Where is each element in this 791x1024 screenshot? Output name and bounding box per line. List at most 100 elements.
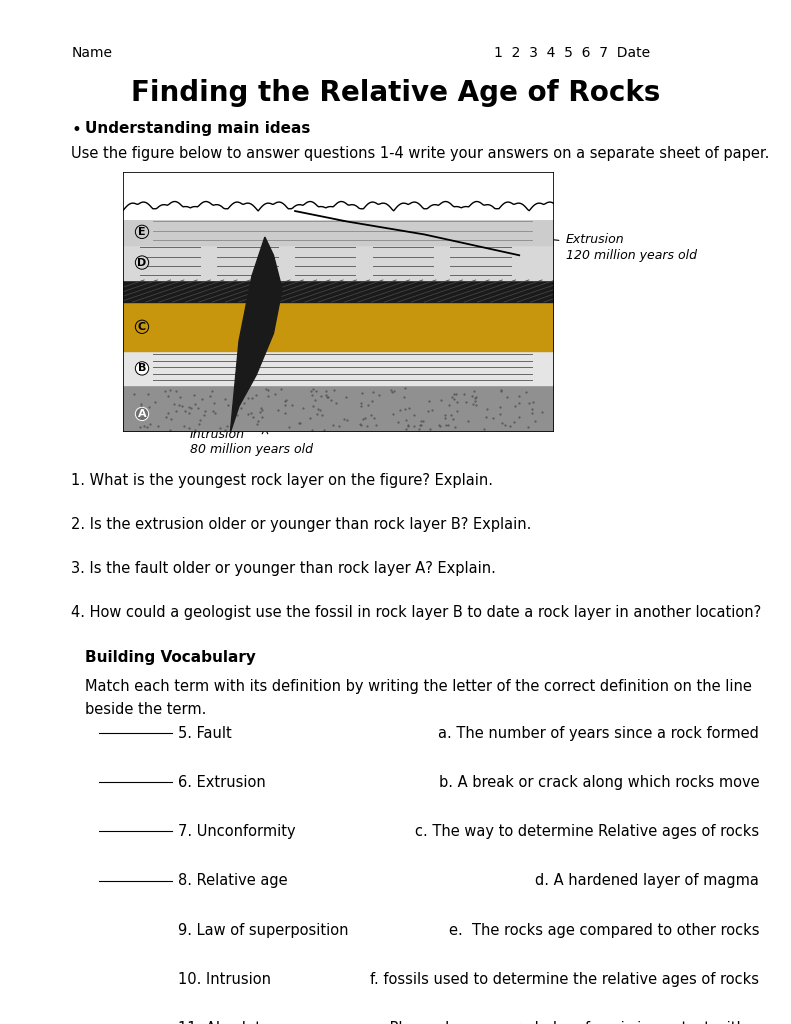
Point [161, 388, 174, 404]
Point [467, 383, 480, 399]
Point [536, 403, 548, 420]
Point [360, 418, 373, 434]
Point [448, 419, 461, 435]
Point [354, 398, 367, 415]
Text: Intrusion: Intrusion [190, 428, 245, 441]
Point [340, 412, 353, 428]
Text: E: E [138, 227, 146, 237]
Point [188, 422, 201, 438]
Point [305, 422, 318, 438]
Text: 8. Relative age: 8. Relative age [178, 873, 288, 889]
Point [398, 388, 411, 404]
Point [501, 389, 513, 406]
Point [373, 387, 385, 403]
Point [513, 388, 526, 404]
Point [417, 413, 430, 429]
Point [356, 411, 369, 427]
Point [513, 395, 525, 412]
Point [244, 404, 257, 421]
Point [386, 406, 399, 422]
Point [165, 412, 177, 428]
Point [134, 396, 147, 413]
Text: 1  2  3  4  5  6  7  Date: 1 2 3 4 5 6 7 Date [494, 46, 650, 60]
Point [168, 395, 180, 412]
Point [399, 380, 411, 396]
Point [293, 415, 306, 431]
Point [143, 417, 156, 433]
Point [400, 412, 413, 428]
Point [443, 397, 456, 414]
Point [439, 407, 452, 423]
Text: Match each term with its definition by writing the letter of the correct definit: Match each term with its definition by w… [85, 679, 752, 694]
Point [386, 384, 399, 400]
Point [225, 418, 237, 434]
Point [528, 413, 541, 429]
Point [307, 381, 320, 397]
Point [312, 401, 324, 418]
Bar [123, 280, 554, 302]
Point [142, 386, 155, 402]
Point [359, 410, 372, 426]
Bar [123, 219, 554, 245]
Point [447, 411, 460, 427]
Point [307, 397, 320, 414]
Point [413, 421, 426, 437]
Text: •: • [71, 121, 81, 139]
Point [414, 417, 426, 433]
Point [424, 421, 437, 437]
Text: 9. Law of superposition: 9. Law of superposition [178, 923, 349, 938]
Point [523, 395, 536, 412]
Text: 80 million years old: 80 million years old [190, 443, 312, 457]
Point [134, 398, 147, 415]
Point [134, 419, 146, 435]
Point [519, 384, 532, 400]
Point [172, 397, 185, 414]
Point [214, 420, 226, 436]
Point [183, 398, 195, 415]
Point [282, 419, 295, 435]
Point [407, 407, 420, 423]
Bar [123, 385, 554, 432]
Point [509, 397, 521, 414]
Point [354, 394, 367, 411]
Point [440, 417, 452, 433]
Point [278, 404, 291, 421]
Text: 1. What is the youngest rock layer on the figure? Explain.: 1. What is the youngest rock layer on th… [71, 473, 494, 488]
Point [402, 417, 414, 433]
Point [247, 409, 259, 425]
Point [369, 417, 382, 433]
Point [308, 392, 321, 409]
Text: f. fossils used to determine the relative ages of rocks: f. fossils used to determine the relativ… [370, 972, 759, 987]
Text: beside the term.: beside the term. [85, 702, 206, 718]
Point [162, 404, 175, 421]
Point [468, 389, 481, 406]
Point [320, 383, 332, 399]
Point [279, 392, 292, 409]
Point [259, 381, 272, 397]
Point [426, 401, 438, 418]
Point [422, 393, 435, 410]
Point [496, 416, 509, 432]
Point [191, 400, 204, 417]
Point [160, 409, 172, 425]
Point [241, 406, 254, 422]
Text: g. Place where an eroded surface is in contact with a: g. Place where an eroded surface is in c… [371, 1021, 759, 1024]
Point [354, 417, 367, 433]
Text: Building Vocabulary: Building Vocabulary [85, 650, 256, 666]
Text: Extrusion: Extrusion [566, 233, 624, 247]
Point [399, 401, 411, 418]
Point [138, 418, 150, 434]
Point [504, 418, 517, 434]
Point [220, 418, 233, 434]
Point [526, 400, 539, 417]
Point [203, 388, 216, 404]
Point [322, 389, 335, 406]
Polygon shape [230, 238, 282, 432]
Point [513, 410, 525, 426]
Point [271, 401, 284, 418]
Point [445, 407, 457, 423]
Point [470, 388, 483, 404]
Point [164, 422, 176, 438]
Point [460, 394, 472, 411]
Point [414, 413, 427, 429]
